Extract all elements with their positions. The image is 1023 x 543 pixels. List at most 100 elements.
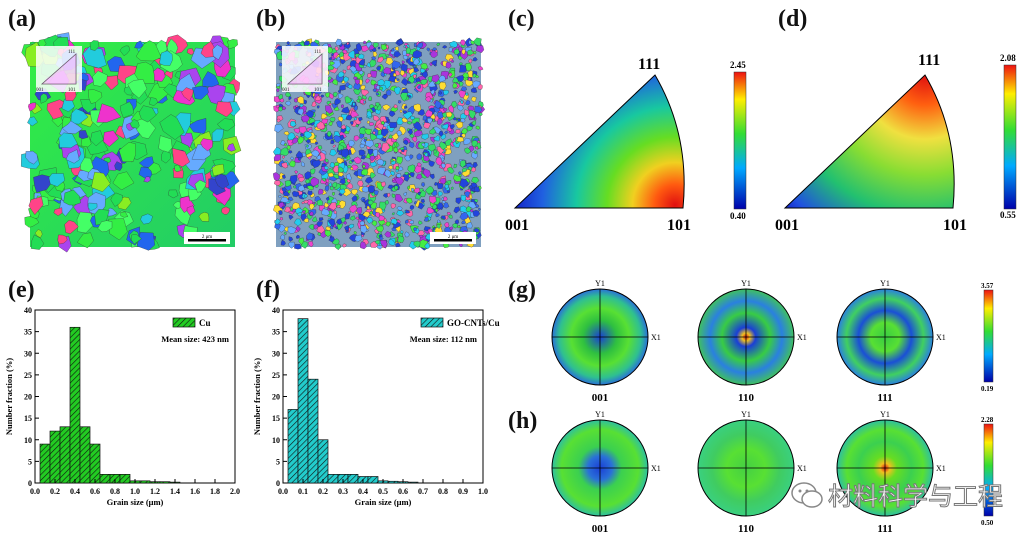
ipf-key-a-111: 111 bbox=[68, 50, 76, 55]
y-axis-label: Number fraction (%) bbox=[252, 358, 262, 435]
pole-axis-y1: Y1 bbox=[595, 279, 605, 288]
x-tick-label: 1.0 bbox=[478, 487, 488, 496]
ipf-c-label-001: 001 bbox=[505, 217, 529, 234]
ipf-key-b-101: 101 bbox=[314, 88, 322, 93]
x-tick-label: 0.3 bbox=[338, 487, 348, 496]
y-tick-label: 25 bbox=[272, 371, 280, 380]
panel-label-b: (b) bbox=[256, 6, 286, 32]
y-tick-label: 25 bbox=[24, 371, 32, 380]
panel-label-e: (e) bbox=[8, 277, 35, 303]
histogram-bar bbox=[307, 378, 319, 484]
x-tick-label: 0.8 bbox=[110, 487, 120, 496]
pole-figure-111-g: Y1 X1 111 bbox=[836, 279, 946, 404]
pole-axis-y1: Y1 bbox=[741, 279, 751, 288]
x-axis-label: Grain size (μm) bbox=[355, 497, 412, 507]
mean-size-annotation: Mean size: 112 nm bbox=[410, 334, 477, 344]
x-tick-label: 1.0 bbox=[130, 487, 140, 496]
watermark: 材料科学与工程 bbox=[790, 478, 1004, 512]
mean-size-annotation: Mean size: 423 nm bbox=[161, 334, 229, 344]
y-tick-label: 5 bbox=[28, 457, 32, 466]
svg-text:2 μm: 2 μm bbox=[448, 235, 458, 240]
histogram-bar bbox=[317, 439, 329, 484]
colorbar-c-min: 0.40 bbox=[730, 211, 746, 221]
panel-label-c: (c) bbox=[508, 6, 535, 32]
y-tick-label: 15 bbox=[272, 414, 280, 423]
histogram-bar bbox=[49, 430, 61, 484]
y-tick-label: 20 bbox=[272, 393, 280, 402]
histogram-bar bbox=[347, 474, 359, 484]
panel-label-d: (d) bbox=[778, 6, 808, 32]
ebsd-map-a: 111 001 101 2 μm bbox=[21, 32, 242, 253]
histogram-bar bbox=[89, 443, 101, 484]
histogram-bar bbox=[297, 318, 309, 484]
pole-colorbar bbox=[983, 289, 994, 383]
histogram-bar bbox=[287, 409, 299, 484]
ipf-d-label-001: 001 bbox=[775, 217, 799, 234]
pole-figure-110-h: Y1 X1 110 bbox=[697, 410, 807, 535]
pole-colorbar-max: 2.28 bbox=[981, 416, 994, 424]
pole-figure-name: 001 bbox=[592, 523, 609, 535]
x-tick-label: 1.2 bbox=[150, 487, 160, 496]
x-tick-label: 2.0 bbox=[230, 487, 240, 496]
histogram-bar bbox=[39, 443, 51, 484]
x-tick-label: 1.4 bbox=[170, 487, 180, 496]
histogram-bar bbox=[79, 426, 91, 484]
colorbar-d-min: 0.55 bbox=[1000, 210, 1016, 220]
colorbar-c bbox=[733, 71, 747, 210]
histogram-bar bbox=[59, 426, 71, 484]
y-tick-label: 40 bbox=[24, 306, 32, 315]
ebsd-map-b: 111 001 101 2 μm bbox=[273, 37, 485, 251]
pole-figures: Y1 X1 001 Y1 X1 110 Y1 X1 111 Y1 X1 001 Y1 X1 110 Y1 X1 1… bbox=[551, 279, 994, 535]
inverse-pole-figure-c: 111 001 101 2.45 0.40 bbox=[505, 56, 747, 234]
panel-label-f: (f) bbox=[256, 277, 280, 303]
y-tick-label: 20 bbox=[24, 393, 32, 402]
pole-figure-110-g: Y1 X1 110 bbox=[697, 279, 807, 404]
colorbar-d-max: 2.08 bbox=[1000, 53, 1016, 63]
x-tick-label: 0.6 bbox=[398, 487, 408, 496]
y-axis-label: Number fraction (%) bbox=[4, 358, 14, 435]
pole-figure-111-h: Y1 X1 111 bbox=[836, 410, 946, 535]
ipf-d-label-101: 101 bbox=[943, 217, 967, 234]
x-tick-label: 0.5 bbox=[378, 487, 388, 496]
x-tick-label: 0.9 bbox=[458, 487, 468, 496]
colorbar-c-max: 2.45 bbox=[730, 60, 746, 70]
panel-label-h: (h) bbox=[508, 408, 538, 434]
histogram-bar bbox=[327, 474, 339, 484]
colorbar-d bbox=[1003, 64, 1017, 210]
histogram-bar bbox=[159, 481, 171, 484]
pole-axis-x1: X1 bbox=[651, 464, 661, 473]
watermark-text: 材料科学与工程 bbox=[827, 482, 1004, 512]
pole-axis-y1: Y1 bbox=[880, 410, 890, 419]
pole-axis-x1: X1 bbox=[797, 464, 807, 473]
pole-figure-name: 110 bbox=[738, 392, 754, 404]
ipf-key-a: 111 001 101 bbox=[36, 46, 82, 93]
scale-bar-b: 2 μm bbox=[430, 232, 476, 244]
pole-figure-name: 111 bbox=[877, 392, 892, 404]
histogram-bar bbox=[367, 476, 379, 484]
pole-axis-x1: X1 bbox=[936, 333, 946, 342]
legend-label: GO-CNTs/Cu bbox=[447, 318, 500, 328]
x-tick-label: 0.2 bbox=[50, 487, 60, 496]
y-tick-label: 30 bbox=[24, 349, 32, 358]
x-tick-label: 0.0 bbox=[30, 487, 40, 496]
histogram-bar bbox=[119, 474, 131, 484]
panel-label-a: (a) bbox=[8, 6, 36, 32]
legend-label: Cu bbox=[199, 318, 211, 328]
pole-figure-name: 111 bbox=[877, 523, 892, 535]
y-tick-label: 0 bbox=[28, 479, 32, 488]
x-tick-label: 0.6 bbox=[90, 487, 100, 496]
legend-swatch bbox=[172, 317, 196, 328]
y-tick-label: 10 bbox=[24, 436, 32, 445]
ipf-c-label-111: 111 bbox=[638, 56, 660, 73]
x-tick-label: 0.4 bbox=[70, 487, 80, 496]
y-tick-label: 15 bbox=[24, 414, 32, 423]
ipf-key-b-001: 001 bbox=[282, 88, 290, 93]
histogram-bar bbox=[99, 474, 111, 484]
pole-colorbar bbox=[983, 423, 994, 517]
histogram-bar bbox=[407, 481, 419, 484]
ipf-key-a-101: 101 bbox=[68, 88, 76, 93]
ipf-key-b-111: 111 bbox=[314, 50, 322, 55]
x-tick-label: 1.6 bbox=[190, 487, 200, 496]
y-tick-label: 30 bbox=[272, 349, 280, 358]
legend-swatch bbox=[420, 317, 444, 328]
